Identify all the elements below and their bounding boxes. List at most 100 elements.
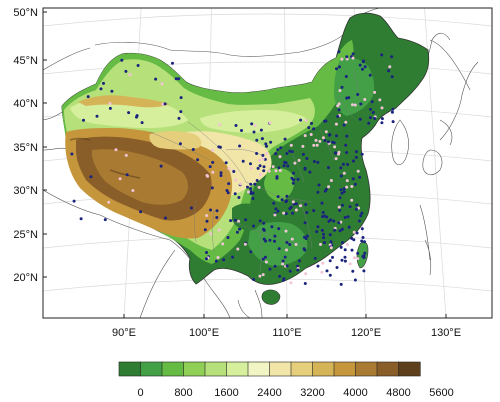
station-marker: [390, 75, 394, 79]
station-marker: [371, 111, 375, 114]
station-marker: [345, 151, 349, 154]
station-marker: [236, 247, 240, 251]
station-marker: [229, 219, 233, 223]
station-marker: [246, 185, 249, 189]
station-marker: [304, 272, 308, 276]
station-marker: [278, 274, 282, 278]
station-marker: [356, 169, 360, 173]
station-marker: [252, 224, 256, 228]
station-marker: [350, 198, 354, 202]
station-marker: [267, 169, 271, 173]
station-marker: [327, 185, 331, 189]
station-marker: [352, 238, 356, 242]
station-marker: [327, 166, 330, 170]
station-marker: [276, 209, 280, 213]
station-marker: [355, 203, 359, 207]
station-marker: [317, 183, 321, 187]
station-marker: [234, 124, 238, 127]
station-marker: [177, 116, 181, 120]
station-marker: [232, 170, 236, 173]
lon-tick-label: 100°E: [189, 327, 219, 339]
station-marker: [227, 167, 231, 171]
station-marker: [108, 101, 112, 105]
station-marker: [341, 241, 344, 245]
colorbar-swatch: [376, 361, 400, 377]
station-marker: [305, 157, 309, 160]
station-marker: [161, 102, 165, 106]
station-marker: [315, 143, 319, 147]
station-marker: [271, 165, 275, 169]
station-marker: [352, 159, 355, 163]
station-marker: [369, 107, 372, 111]
station-marker: [238, 227, 242, 231]
station-marker: [325, 269, 329, 273]
china-elevation: [61, 12, 430, 285]
station-marker: [225, 189, 229, 192]
station-marker: [253, 124, 257, 128]
station-marker: [345, 55, 349, 59]
station-marker: [278, 169, 282, 172]
station-marker: [335, 266, 339, 269]
station-marker: [293, 161, 297, 165]
station-marker: [268, 267, 272, 271]
station-marker: [218, 123, 222, 127]
station-marker: [327, 219, 331, 223]
station-marker: [337, 221, 341, 225]
station-marker: [321, 136, 325, 140]
station-marker: [347, 96, 351, 100]
station-marker: [273, 234, 277, 238]
station-marker: [360, 227, 364, 231]
station-marker: [342, 123, 346, 127]
station-marker: [286, 164, 290, 168]
station-marker: [205, 251, 208, 254]
lon-tick-label: 110°E: [272, 327, 301, 339]
station-marker: [338, 208, 342, 212]
station-marker: [222, 258, 226, 262]
station-marker: [312, 143, 316, 147]
station-marker: [322, 241, 326, 245]
station-marker: [291, 200, 295, 204]
station-marker: [253, 182, 257, 186]
station-marker: [368, 73, 372, 77]
station-marker: [370, 100, 374, 104]
station-marker: [332, 219, 336, 223]
station-marker: [322, 236, 326, 240]
colorbar-swatch: [333, 361, 357, 377]
station-marker: [339, 166, 343, 170]
station-marker: [341, 203, 344, 207]
station-marker: [345, 134, 349, 138]
station-marker: [312, 127, 316, 131]
lon-tick-label: 120°E: [351, 327, 381, 339]
station-marker: [262, 228, 266, 232]
station-marker: [301, 144, 305, 148]
station-marker: [249, 182, 253, 186]
station-marker: [262, 169, 266, 173]
station-marker: [316, 225, 320, 229]
station-marker: [299, 118, 303, 122]
colorbar-label: 800: [174, 387, 192, 399]
station-marker: [340, 227, 344, 231]
station-marker: [390, 55, 394, 59]
station-marker: [352, 230, 356, 234]
station-marker: [326, 140, 330, 144]
station-marker: [209, 208, 212, 212]
station-marker: [231, 255, 235, 259]
station-marker: [214, 259, 218, 263]
station-marker: [378, 98, 382, 102]
station-marker: [268, 121, 272, 125]
station-marker: [303, 134, 307, 138]
station-marker: [345, 179, 349, 183]
station-marker: [363, 65, 367, 69]
station-marker: [79, 217, 83, 221]
station-marker: [368, 116, 372, 120]
station-marker: [353, 103, 357, 107]
station-marker: [110, 89, 114, 93]
station-marker: [361, 254, 365, 258]
station-marker: [380, 121, 384, 125]
longitude-axis: 90°E 100°E 110°E 120°E 130°E: [112, 314, 461, 339]
station-marker: [320, 270, 324, 274]
station-marker: [312, 209, 316, 213]
station-marker: [258, 164, 262, 168]
station-marker: [304, 203, 308, 206]
station-marker: [335, 67, 338, 71]
